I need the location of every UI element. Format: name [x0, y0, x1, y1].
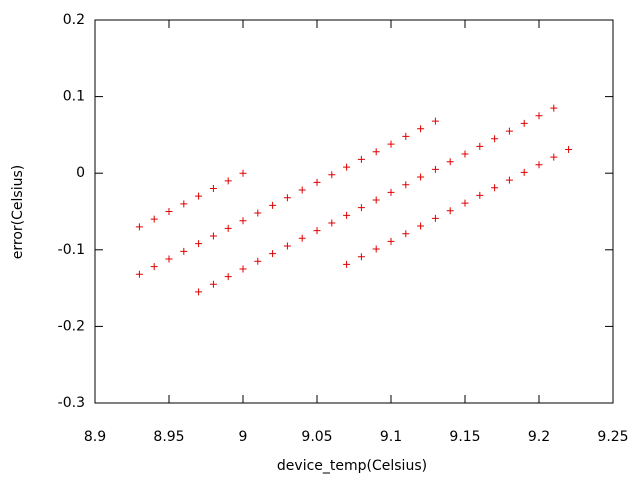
point [135, 223, 143, 231]
point [165, 208, 173, 215]
point [239, 217, 247, 225]
point [209, 280, 217, 288]
point [431, 165, 439, 173]
point [180, 247, 188, 255]
point [343, 260, 351, 268]
point [372, 196, 380, 204]
point [565, 145, 573, 153]
y-tick-label: 0.1 [63, 89, 85, 105]
x-tick-label: 9.1 [380, 429, 402, 445]
point [313, 178, 321, 186]
point [461, 150, 469, 158]
x-tick-label: 9.25 [597, 429, 628, 445]
point [505, 176, 513, 184]
y-tick-label: 0 [76, 165, 85, 181]
point [372, 245, 380, 253]
y-tick-label: 0.2 [63, 12, 85, 28]
point [313, 227, 321, 235]
point [535, 112, 543, 120]
point [491, 184, 499, 192]
point [357, 204, 365, 212]
point [505, 127, 513, 135]
point [520, 168, 528, 176]
point [209, 185, 217, 193]
plot-frame [94, 19, 614, 404]
point [387, 237, 395, 245]
x-axis-label: device_temp(Celsius) [277, 458, 427, 474]
point [431, 117, 439, 125]
point [328, 219, 336, 227]
point [476, 142, 484, 150]
point [269, 250, 277, 258]
point [402, 181, 410, 189]
point [372, 148, 380, 156]
x-tick-label: 9 [239, 429, 248, 445]
x-tick-label: 9.2 [528, 429, 550, 445]
point [550, 104, 558, 112]
point [195, 240, 203, 248]
point [402, 230, 410, 238]
point [209, 232, 217, 240]
point [446, 158, 454, 166]
x-tick-label: 8.9 [84, 429, 106, 445]
point [239, 169, 247, 177]
y-tick-label: -0.3 [58, 395, 85, 411]
point [357, 155, 365, 163]
x-tick-label: 9.05 [301, 429, 332, 445]
y-axis-label: error(Celsius) [10, 165, 26, 259]
point [417, 173, 425, 181]
point [328, 171, 336, 179]
point [298, 234, 306, 242]
point [165, 255, 173, 263]
point [150, 263, 158, 271]
point [180, 200, 188, 208]
point [446, 207, 454, 215]
y-tick-label: -0.2 [58, 318, 85, 334]
point [402, 132, 410, 140]
point [224, 177, 232, 185]
point [269, 201, 277, 209]
point [195, 288, 203, 296]
point [343, 163, 351, 171]
point [387, 140, 395, 148]
point [224, 224, 232, 232]
x-tick-label: 8.95 [153, 429, 184, 445]
point [254, 209, 262, 217]
point [283, 194, 291, 202]
point [283, 242, 291, 250]
point [491, 135, 499, 143]
point [298, 186, 306, 194]
point [357, 253, 365, 261]
y-tick-label: -0.1 [58, 242, 85, 258]
point [520, 119, 528, 127]
point [535, 161, 543, 169]
point [431, 214, 439, 222]
point [550, 153, 558, 161]
point [343, 211, 351, 219]
point [417, 125, 425, 133]
point [417, 222, 425, 230]
point [254, 257, 262, 265]
point [461, 199, 469, 207]
point [476, 191, 484, 199]
point [224, 273, 232, 281]
point [239, 265, 247, 273]
x-tick-label: 9.15 [449, 429, 480, 445]
point [150, 215, 158, 223]
point [135, 270, 143, 278]
point [195, 192, 203, 200]
point [387, 188, 395, 196]
